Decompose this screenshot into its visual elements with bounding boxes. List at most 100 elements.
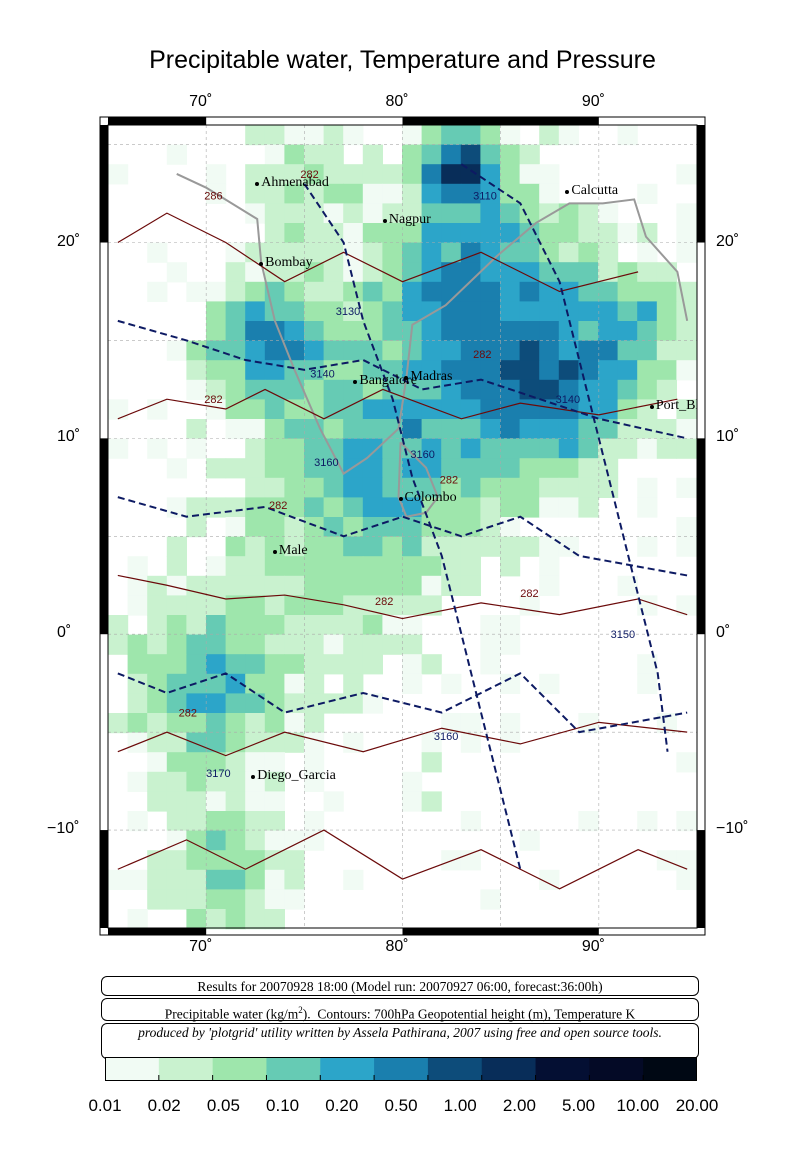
precip-cell <box>343 693 364 714</box>
precip-cell <box>382 556 403 577</box>
precip-cell <box>441 399 462 420</box>
precip-cell <box>284 379 305 400</box>
precip-cell <box>460 301 481 322</box>
precip-cell <box>343 438 364 459</box>
precip-cell <box>284 301 305 322</box>
precip-cell <box>323 321 344 342</box>
precip-cell <box>264 556 285 577</box>
precip-cell <box>186 575 207 596</box>
precip-cell <box>362 634 383 655</box>
precip-cell <box>382 262 403 283</box>
precip-cell <box>127 909 148 930</box>
precip-cell <box>558 223 579 244</box>
precip-cell <box>480 164 501 185</box>
precip-cell <box>225 419 246 440</box>
precip-cell <box>617 379 638 400</box>
precip-cell <box>186 791 207 812</box>
precip-cell <box>539 164 560 185</box>
precip-cell <box>382 615 403 636</box>
precip-cell <box>460 203 481 224</box>
precip-cell <box>225 497 246 518</box>
colorbar-swatch <box>481 1057 537 1081</box>
precip-cell <box>147 889 168 910</box>
precip-cell <box>225 654 246 675</box>
precip-cell <box>637 242 658 263</box>
precip-cell <box>147 654 168 675</box>
precip-cell <box>578 242 599 263</box>
contour-label: 282 <box>179 707 197 719</box>
precip-cell <box>558 340 579 361</box>
precip-cell <box>362 262 383 283</box>
precip-cell <box>382 183 403 204</box>
precip-cell <box>500 615 521 636</box>
precip-cell <box>284 125 305 146</box>
precip-cell <box>500 125 521 146</box>
precip-cell <box>500 497 521 518</box>
precip-cell <box>637 360 658 381</box>
precip-cell <box>245 203 266 224</box>
precip-cell <box>441 419 462 440</box>
precip-cell <box>147 438 168 459</box>
precip-cell <box>245 791 266 812</box>
precip-cell <box>362 654 383 675</box>
precip-cell <box>519 203 540 224</box>
precip-cell <box>323 301 344 322</box>
precip-cell <box>441 242 462 263</box>
precip-cell <box>166 850 187 871</box>
frame-segment <box>100 125 108 243</box>
colorbar <box>105 1057 697 1081</box>
precip-cell <box>421 164 442 185</box>
precip-cell <box>382 575 403 596</box>
precip-cell <box>147 713 168 734</box>
precip-cell <box>304 164 325 185</box>
precip-cell <box>206 556 227 577</box>
precip-cell <box>617 575 638 596</box>
contour-label: 282 <box>269 500 287 512</box>
precip-cell <box>343 183 364 204</box>
precip-cell <box>186 419 207 440</box>
lat-tick-left: 10˚ <box>57 428 81 446</box>
precip-cell <box>264 262 285 283</box>
precip-cell <box>519 497 540 518</box>
precip-cell <box>343 223 364 244</box>
precip-cell <box>166 595 187 616</box>
precip-cell <box>304 556 325 577</box>
precip-cell <box>519 419 540 440</box>
precip-cell <box>382 595 403 616</box>
precip-cell <box>284 654 305 675</box>
city-marker <box>251 775 256 780</box>
map-title: Precipitable water, Temperature and Pres… <box>149 46 656 74</box>
precip-cell <box>343 125 364 146</box>
precip-cell <box>500 321 521 342</box>
precip-cell <box>578 223 599 244</box>
precip-cell <box>343 673 364 694</box>
precip-cell <box>500 203 521 224</box>
frame-segment <box>697 438 705 635</box>
precip-cell <box>304 771 325 792</box>
precip-cell <box>500 556 521 577</box>
precip-cell <box>323 477 344 498</box>
precip-cell <box>284 517 305 538</box>
precip-cell <box>598 281 619 302</box>
precip-cell <box>558 281 579 302</box>
precip-cell <box>558 301 579 322</box>
precip-cell <box>186 634 207 655</box>
precip-cell <box>304 125 325 146</box>
precip-cell <box>166 713 187 734</box>
precip-cell <box>284 536 305 557</box>
precip-cell <box>637 223 658 244</box>
city-label: Port_Blair <box>655 398 697 414</box>
precip-cell <box>264 125 285 146</box>
precip-cell <box>206 909 227 930</box>
precip-cell <box>460 144 481 165</box>
temperature-contour <box>117 721 688 757</box>
precip-cell <box>362 556 383 577</box>
precip-cell <box>460 379 481 400</box>
precip-cell <box>617 125 638 146</box>
precip-cell <box>127 634 148 655</box>
precip-cell <box>186 811 207 832</box>
colorbar-label: 10.00 <box>616 1096 660 1115</box>
precip-cell <box>206 752 227 773</box>
precip-cell <box>264 399 285 420</box>
contour-label: 3160 <box>314 457 338 469</box>
